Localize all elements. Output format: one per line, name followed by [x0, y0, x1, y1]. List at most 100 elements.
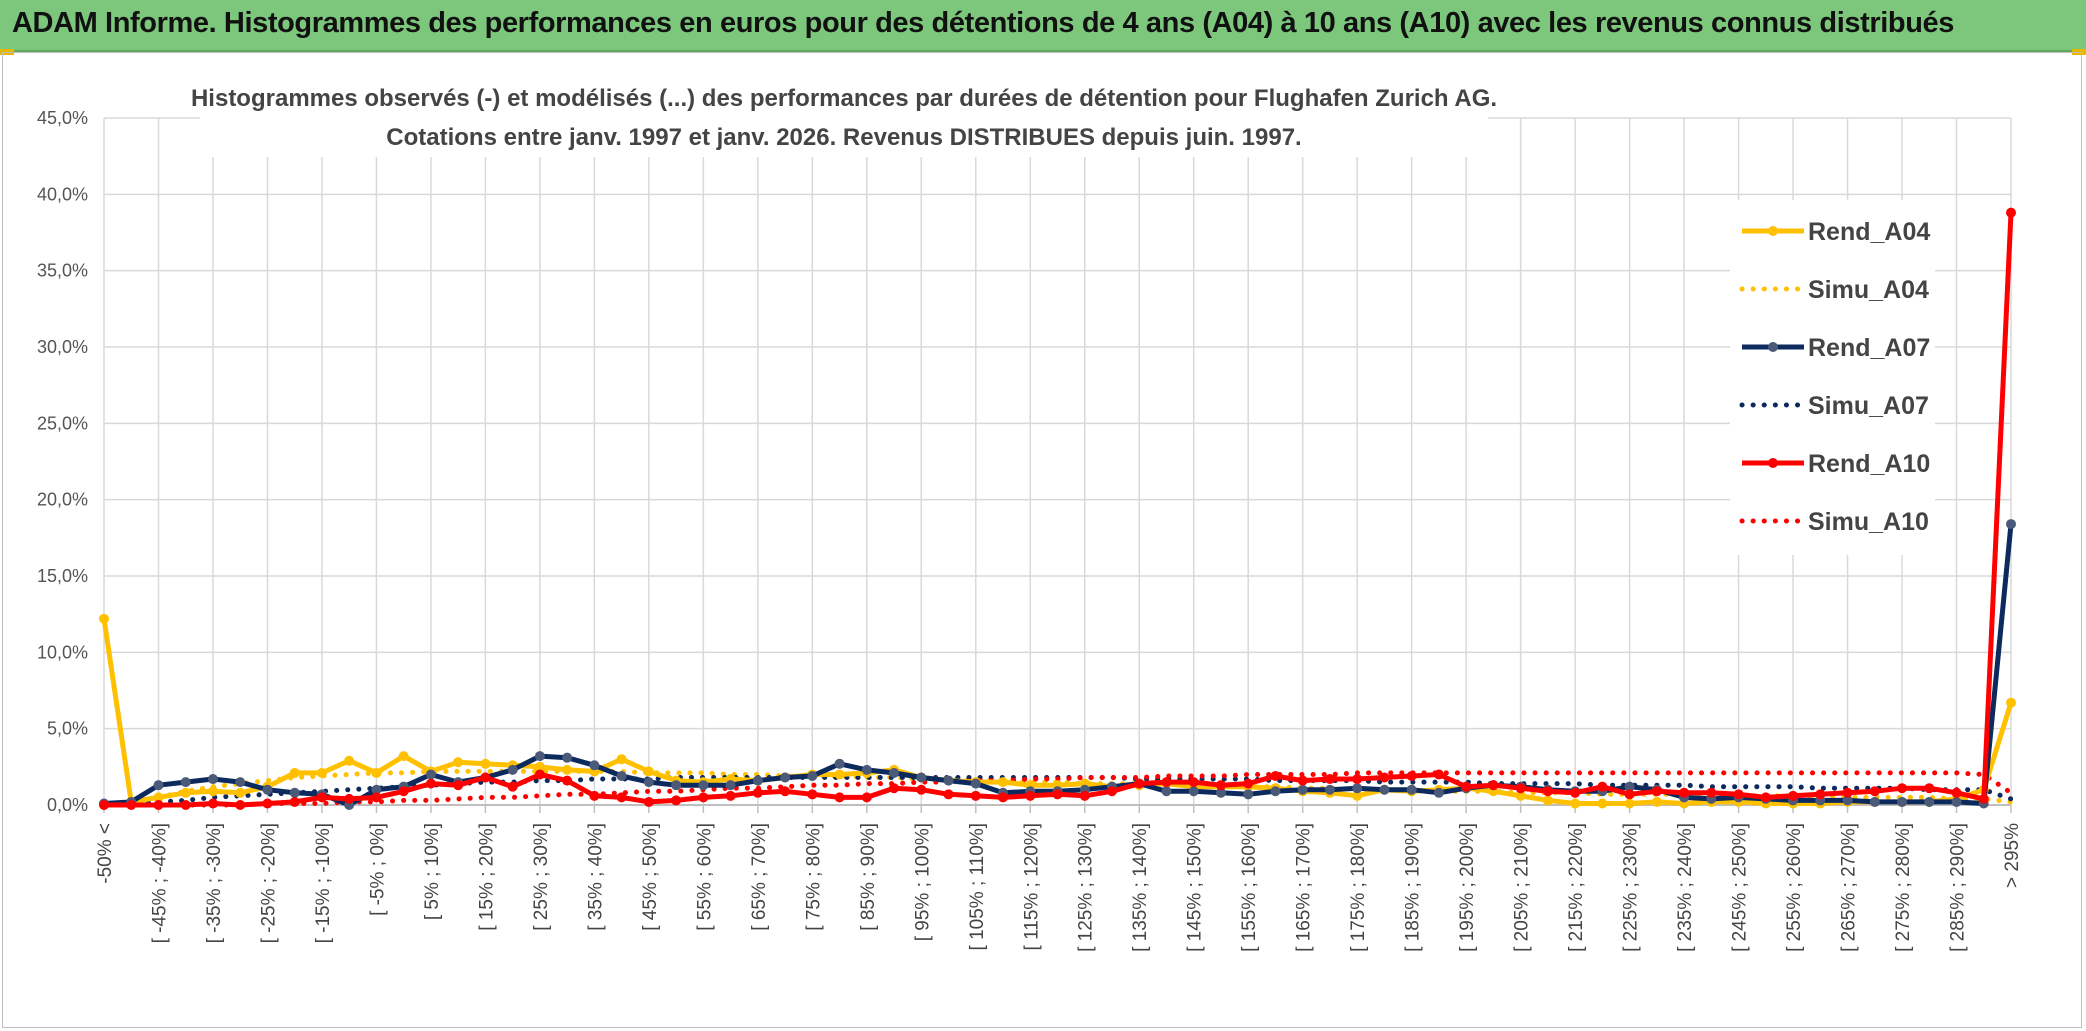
data-point: [398, 786, 409, 797]
legend-item: Rend_A07: [1742, 334, 1930, 362]
data-point: [1488, 780, 1499, 791]
data-point: [1406, 784, 1417, 795]
data-point: [643, 796, 654, 807]
data-point: [2006, 519, 2016, 530]
data-point: [671, 795, 682, 806]
x-tick-label: [ -35% ; -30%]: [204, 823, 225, 943]
data-point: [562, 764, 573, 775]
data-point: [1433, 787, 1444, 798]
x-tick-label: [ 5% ; 10%]: [422, 823, 443, 920]
legend-label: Rend_A07: [1808, 334, 1930, 362]
data-point: [507, 781, 518, 792]
data-point: [1951, 787, 1962, 798]
data-point: [534, 769, 545, 780]
data-point: [1760, 792, 1771, 803]
data-point: [1679, 787, 1690, 798]
data-point: [1842, 795, 1853, 806]
x-tick-label: [ 105% ; 110%]: [967, 823, 988, 950]
series-line-Simu_A10: [101, 770, 2014, 808]
data-point: [480, 772, 491, 783]
data-point: [562, 752, 573, 763]
data-point: [371, 767, 382, 778]
x-axis-ticks: -50% < [ -45% ; -40%] [ -35% ; -30%] [ -25%…: [95, 804, 2023, 952]
data-point: [1951, 796, 1962, 807]
legend-item: Rend_A04: [1742, 218, 1930, 246]
x-tick-label: [ 225% ; 230%]: [1621, 823, 1642, 952]
data-point: [1161, 777, 1172, 788]
data-point: [480, 758, 491, 769]
series-Simu_A10: [101, 770, 2014, 808]
data-point: [1597, 781, 1608, 792]
chart-subtitle: Cotations entre janv. 1997 et janv. 2026…: [386, 124, 1301, 151]
data-point: [643, 777, 654, 788]
data-point: [289, 796, 300, 807]
data-point: [970, 778, 981, 789]
x-tick-label: [ 165% ; 170%]: [1294, 823, 1315, 952]
legend-marker: [1768, 458, 1778, 468]
series-line-Rend_A10: [104, 212, 2014, 808]
data-point: [616, 770, 627, 781]
x-tick-label: [ 45% ; 50%]: [640, 823, 661, 931]
legend-label: Rend_A10: [1808, 450, 1930, 478]
data-point: [153, 780, 164, 791]
data-point: [889, 783, 900, 794]
data-point: [861, 764, 872, 775]
y-tick-label: 20,0%: [37, 490, 88, 510]
data-point: [1161, 786, 1172, 797]
data-point: [2006, 697, 2016, 708]
series-Rend_A10: [99, 207, 2016, 810]
legend-label: Rend_A04: [1808, 218, 1930, 246]
data-point: [1624, 789, 1635, 800]
data-point: [453, 757, 464, 768]
data-point: [1188, 777, 1199, 788]
data-point: [671, 780, 682, 791]
data-point: [752, 775, 763, 786]
data-point: [943, 789, 954, 800]
data-point: [453, 780, 464, 791]
y-axis-ticks: 0,0% 5,0% 10,0% 15,0% 20,0% 25,0% 30,0% 35,0% 40…: [37, 108, 88, 815]
data-point: [998, 792, 1009, 803]
data-point: [235, 787, 246, 798]
data-point: [1733, 789, 1744, 800]
data-point: [834, 792, 845, 803]
x-tick-label: [ -5% ; 0%]: [367, 823, 388, 916]
y-tick-label: 5,0%: [47, 719, 88, 739]
data-point: [1270, 770, 1281, 781]
data-point: [316, 792, 327, 803]
data-point: [180, 787, 191, 798]
data-point: [998, 777, 1009, 788]
data-point: [398, 751, 409, 762]
data-point: [725, 790, 736, 801]
data-point: [861, 792, 872, 803]
data-point: [1515, 790, 1526, 801]
y-tick-label: 10,0%: [37, 642, 88, 662]
data-point: [371, 784, 382, 795]
x-tick-label: [ 115% ; 120%]: [1021, 823, 1042, 950]
data-point: [1243, 789, 1254, 800]
chart-title: Histogrammes observés (-) et modélisés (…: [191, 85, 1497, 112]
data-point: [1542, 786, 1553, 797]
y-tick-label: 15,0%: [37, 566, 88, 586]
data-point: [99, 613, 109, 624]
data-point: [1025, 790, 1036, 801]
data-point: [1869, 796, 1880, 807]
data-point: [916, 784, 927, 795]
data-point: [1215, 780, 1226, 791]
x-tick-label: [ 35% ; 40%]: [585, 823, 606, 931]
data-point: [1215, 787, 1226, 798]
data-point: [562, 775, 573, 786]
data-point: [1706, 787, 1717, 798]
x-tick-label: [ 15% ; 20%]: [476, 823, 497, 931]
data-point: [1788, 790, 1799, 801]
data-point: [1869, 786, 1880, 797]
data-point: [1352, 774, 1363, 785]
legend-item: Simu_A07: [1739, 392, 1929, 420]
data-point: [153, 800, 164, 810]
data-point: [534, 761, 545, 772]
x-tick-label: [ 265% ; 270%]: [1839, 823, 1860, 952]
data-point: [235, 800, 246, 810]
data-point: [262, 798, 273, 809]
data-point: [1324, 774, 1335, 785]
data-point: [1106, 786, 1117, 797]
report-title: ADAM Informe. Histogrammes des performan…: [12, 7, 1954, 39]
